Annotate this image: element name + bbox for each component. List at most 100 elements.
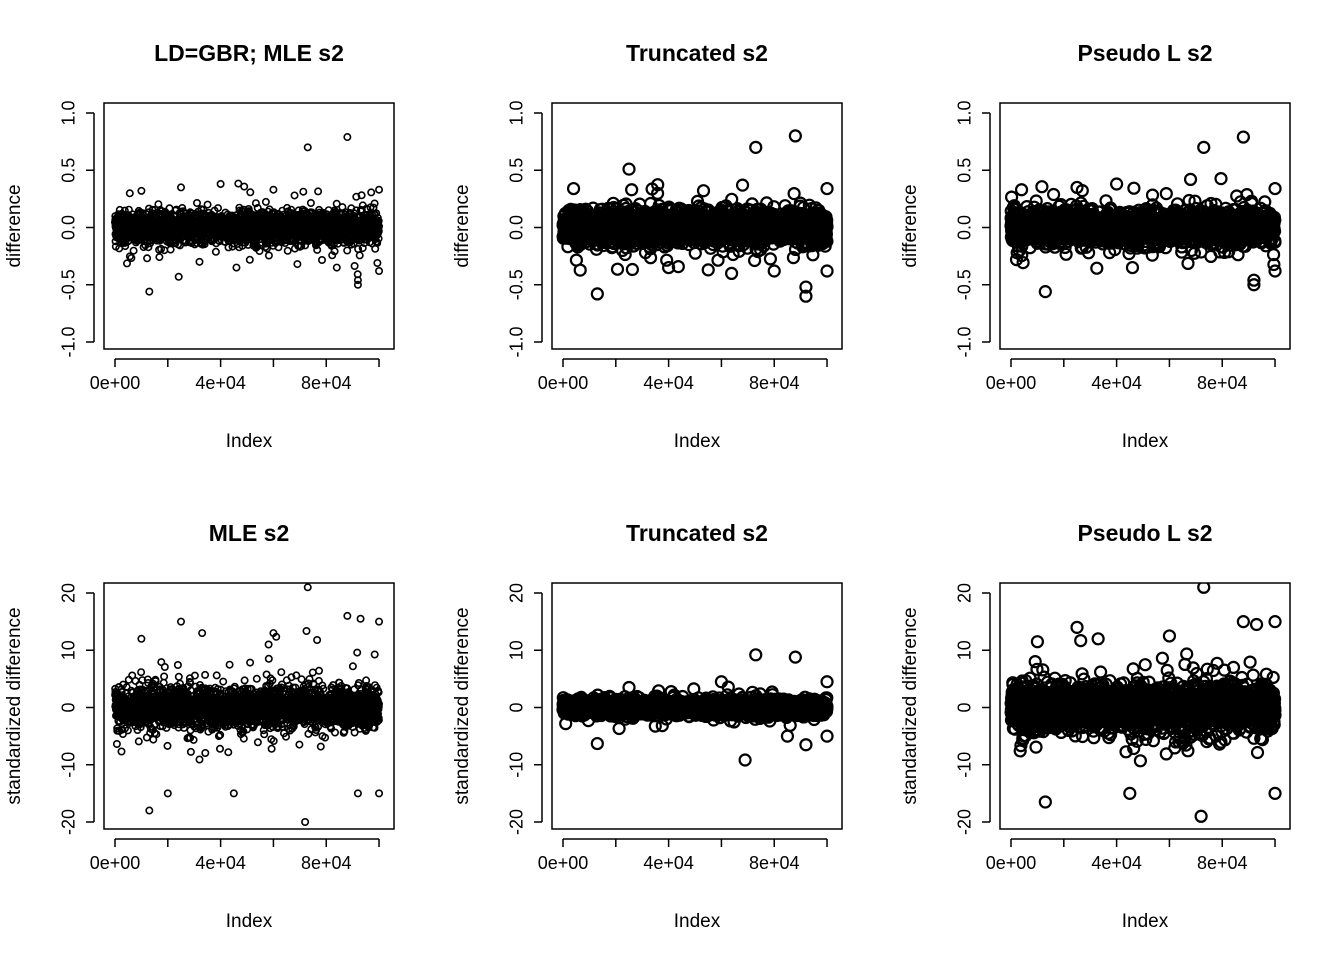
y-axis-label: difference <box>452 184 473 267</box>
y-tick-label: 0 <box>58 702 78 712</box>
x-tick-label: 0e+00 <box>90 373 141 393</box>
x-axis-label: Index <box>226 911 273 932</box>
data-point <box>356 614 365 623</box>
y-tick-label: 1.0 <box>506 100 526 125</box>
y-tick-label: 0.0 <box>954 215 974 240</box>
y-tick-label: -1.0 <box>58 326 78 357</box>
y-tick-label: -1.0 <box>506 326 526 357</box>
data-point <box>749 140 763 154</box>
y-tick-label: 20 <box>954 583 974 603</box>
x-tick-label: 4e+04 <box>195 373 246 393</box>
data-point <box>735 178 750 192</box>
point-cloud <box>556 178 834 280</box>
panel-title: Truncated s2 <box>626 520 768 546</box>
data-point <box>1091 632 1105 646</box>
panel-p6: Pseudo L s2 0e+00 4e+04 8e+04 Index -20 -10 0 10… <box>900 520 1291 932</box>
y-tick-label: -1.0 <box>954 326 974 357</box>
data-point <box>137 186 146 195</box>
y-tick-label: -10 <box>506 752 526 778</box>
panel-title: LD=GBR; MLE s2 <box>154 40 344 66</box>
x-axis-label: Index <box>674 431 721 452</box>
data-point <box>820 264 834 278</box>
x-tick-label: 0e+00 <box>986 853 1037 873</box>
data-point <box>198 629 207 638</box>
data-point <box>1070 620 1084 634</box>
data-point <box>1014 183 1029 197</box>
data-points <box>1004 583 1282 823</box>
y-axis-label: standardized difference <box>900 607 921 804</box>
data-point <box>799 280 813 294</box>
plot-frame <box>103 102 395 350</box>
data-point <box>177 617 186 626</box>
data-point <box>1162 629 1177 643</box>
panel-p5: Truncated s2 0e+00 4e+04 8e+04 Index -20 -10 0 1… <box>452 520 843 932</box>
data-points <box>111 583 384 826</box>
panel-title: Pseudo L s2 <box>1077 520 1212 546</box>
x-tick-label: 8e+04 <box>749 373 800 393</box>
y-tick-label: -0.5 <box>506 269 526 300</box>
data-point <box>767 264 781 278</box>
data-point <box>229 789 238 798</box>
data-point <box>701 263 715 277</box>
y-tick-label: -20 <box>954 809 974 835</box>
data-point <box>1030 635 1045 649</box>
data-point <box>163 789 172 798</box>
x-tick-label: 0e+00 <box>90 853 141 873</box>
data-point <box>662 260 676 275</box>
data-point <box>269 185 278 194</box>
data-point <box>799 289 813 303</box>
data-point <box>1247 278 1261 292</box>
panel-title: Truncated s2 <box>626 40 768 66</box>
data-point <box>301 817 310 826</box>
y-tick-label: -0.5 <box>58 269 78 300</box>
y-axis-label: difference <box>900 184 921 267</box>
panel-p1: LD=GBR; MLE s2 0e+00 4e+04 8e+04 Index -1.0 -0… <box>4 40 395 452</box>
data-point <box>622 680 636 695</box>
data-point <box>303 583 312 592</box>
data-point <box>303 143 312 152</box>
data-point <box>375 617 384 626</box>
panel-p2: Truncated s2 0e+00 4e+04 8e+04 Index -1.0 -0.5… <box>452 40 843 452</box>
data-point <box>343 611 352 620</box>
data-point <box>1183 172 1198 187</box>
y-tick-label: 10 <box>506 640 526 660</box>
y-tick-label: -0.5 <box>954 269 974 300</box>
data-point <box>1268 615 1282 629</box>
y-tick-label: -20 <box>506 809 526 835</box>
data-point <box>232 263 241 272</box>
data-point <box>269 629 278 638</box>
data-point <box>1236 615 1250 629</box>
y-tick-label: 0.0 <box>58 215 78 240</box>
panel-title: MLE s2 <box>209 520 290 546</box>
data-point <box>1197 583 1211 594</box>
x-tick-label: 4e+04 <box>195 853 246 873</box>
y-tick-label: 0 <box>506 702 526 712</box>
x-tick-label: 0e+00 <box>538 373 589 393</box>
data-point <box>137 634 146 643</box>
x-tick-label: 4e+04 <box>643 853 694 873</box>
data-point <box>1268 264 1282 278</box>
panel-title: Pseudo L s2 <box>1077 40 1212 66</box>
data-point <box>353 276 362 285</box>
plot-frame <box>551 582 843 830</box>
data-point <box>625 183 639 197</box>
data-point <box>820 729 834 743</box>
x-axis-label: Index <box>226 431 273 452</box>
data-point <box>353 280 362 289</box>
y-tick-label: -10 <box>954 752 974 778</box>
data-point <box>1268 181 1282 196</box>
point-cloud <box>556 680 834 767</box>
y-tick-label: 0.5 <box>58 158 78 183</box>
y-tick-label: 0.5 <box>954 158 974 183</box>
y-tick-label: 10 <box>58 640 78 660</box>
point-cloud <box>111 179 384 281</box>
plot-frame <box>103 582 395 830</box>
x-tick-label: 4e+04 <box>1091 373 1142 393</box>
data-point <box>714 675 729 689</box>
plot-frame <box>999 102 1291 350</box>
y-tick-label: 20 <box>506 583 526 603</box>
data-point <box>1236 130 1250 144</box>
y-axis-label: standardized difference <box>4 607 25 804</box>
point-cloud <box>1004 634 1282 768</box>
data-point <box>1123 786 1137 800</box>
